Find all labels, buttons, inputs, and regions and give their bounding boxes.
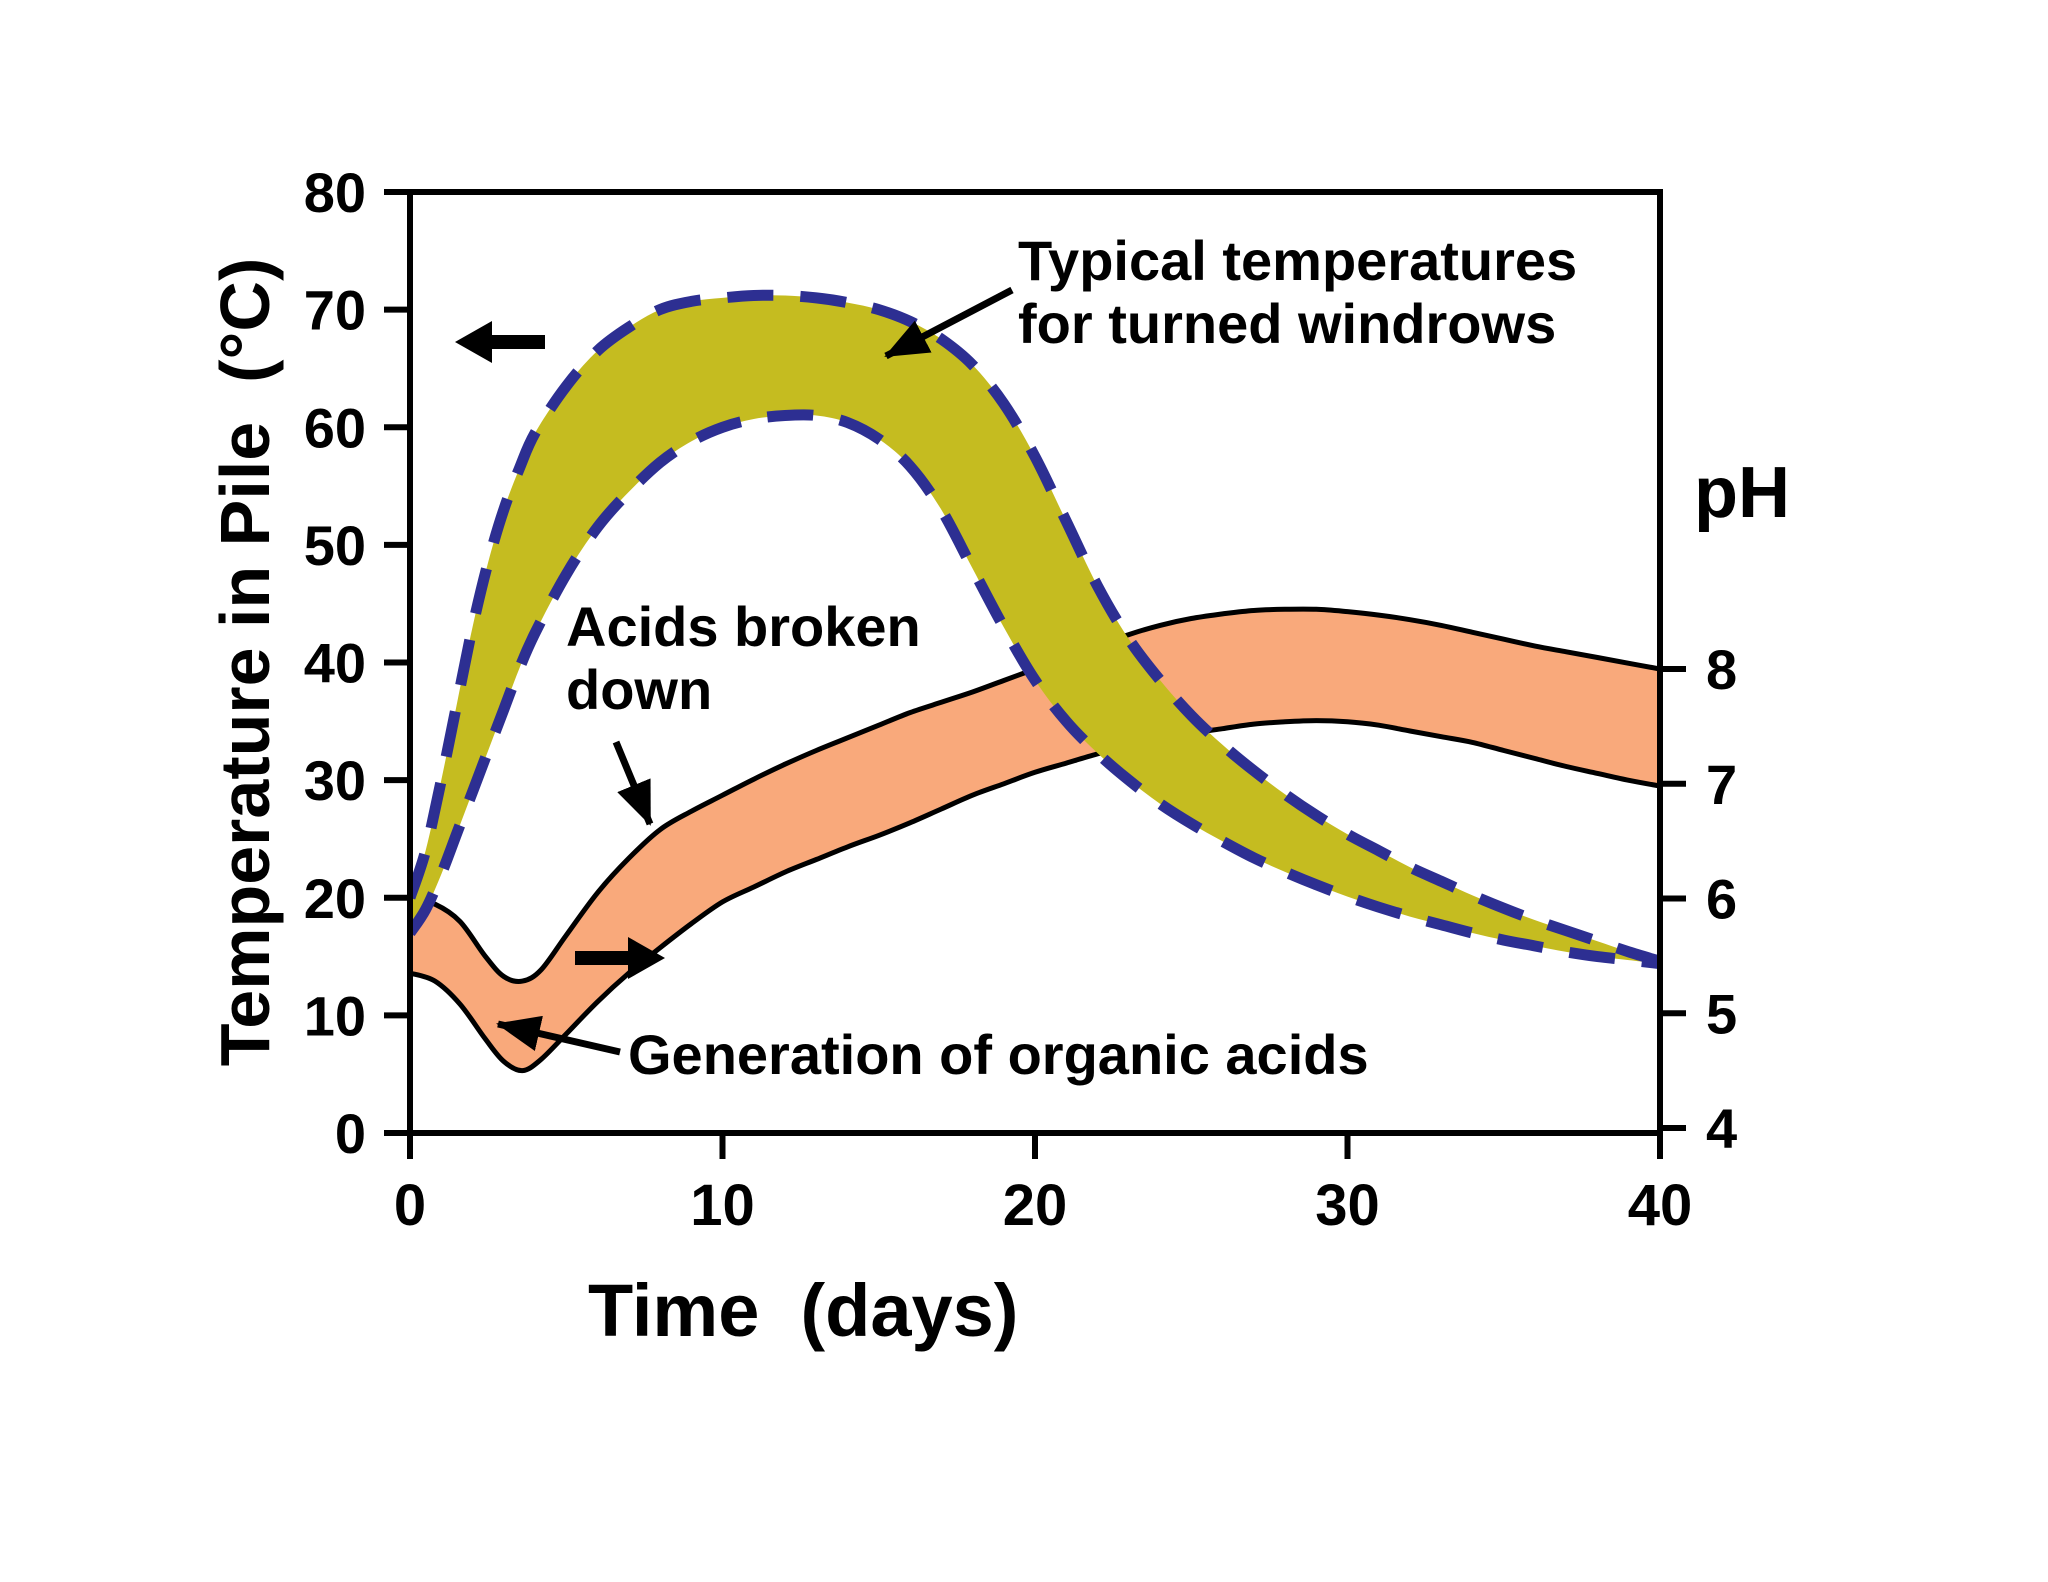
y-left-tick-label: 50 [304, 514, 366, 577]
ph-band-upper-edge [410, 606, 1660, 984]
right-axis-pointer-arrow [575, 937, 665, 979]
ph-band-lower-edge [410, 718, 1660, 1074]
y-left-tick-label: 30 [304, 749, 366, 812]
x-tick-label: 40 [1628, 1173, 1693, 1238]
x-tick-label: 10 [690, 1173, 755, 1238]
x-tick-label: 0 [394, 1173, 426, 1238]
x-tick-label: 20 [1003, 1173, 1068, 1238]
annotation-arrow-acids-broken-down [612, 740, 654, 826]
y-left-tick-label: 20 [304, 867, 366, 930]
y-left-tick-label: 0 [335, 1102, 366, 1165]
y-right-tick-label: 4 [1706, 1097, 1737, 1160]
annotation-generation-organic-acids: Generation of organic acids [628, 1023, 1369, 1086]
left-axis-title: Temperature in Pile (°C) [206, 257, 284, 1067]
y-right-tick-label: 7 [1706, 753, 1737, 816]
right-axis-title: pH [1694, 453, 1790, 533]
y-left-tick-label: 80 [304, 161, 366, 224]
y-right-tick-label: 8 [1706, 638, 1737, 701]
y-left-tick-label: 10 [304, 984, 366, 1047]
temperature-band-upper-edge [410, 289, 1660, 967]
x-axis-title: Time (days) [588, 1269, 1019, 1352]
annotation-typical-temperatures: Typical temperatures for turned windrows [1018, 229, 1578, 355]
annotation-arrow-typical-temperatures [884, 286, 1014, 360]
temperature-band-fill [410, 295, 1660, 964]
x-tick-label: 30 [1315, 1173, 1380, 1238]
y-left-tick-label: 60 [304, 396, 366, 459]
temperature-band-lower-edge [410, 409, 1660, 970]
y-left-tick-label: 70 [304, 279, 366, 342]
annotation-arrow-generation-organic-acids [496, 1015, 621, 1056]
y-left-tick-label: 40 [304, 632, 366, 695]
y-right-tick-label: 5 [1706, 982, 1737, 1045]
left-axis-pointer-arrow [455, 321, 545, 363]
y-right-tick-label: 6 [1706, 868, 1737, 931]
annotation-acids-broken-down: Acids broken down [566, 595, 921, 721]
